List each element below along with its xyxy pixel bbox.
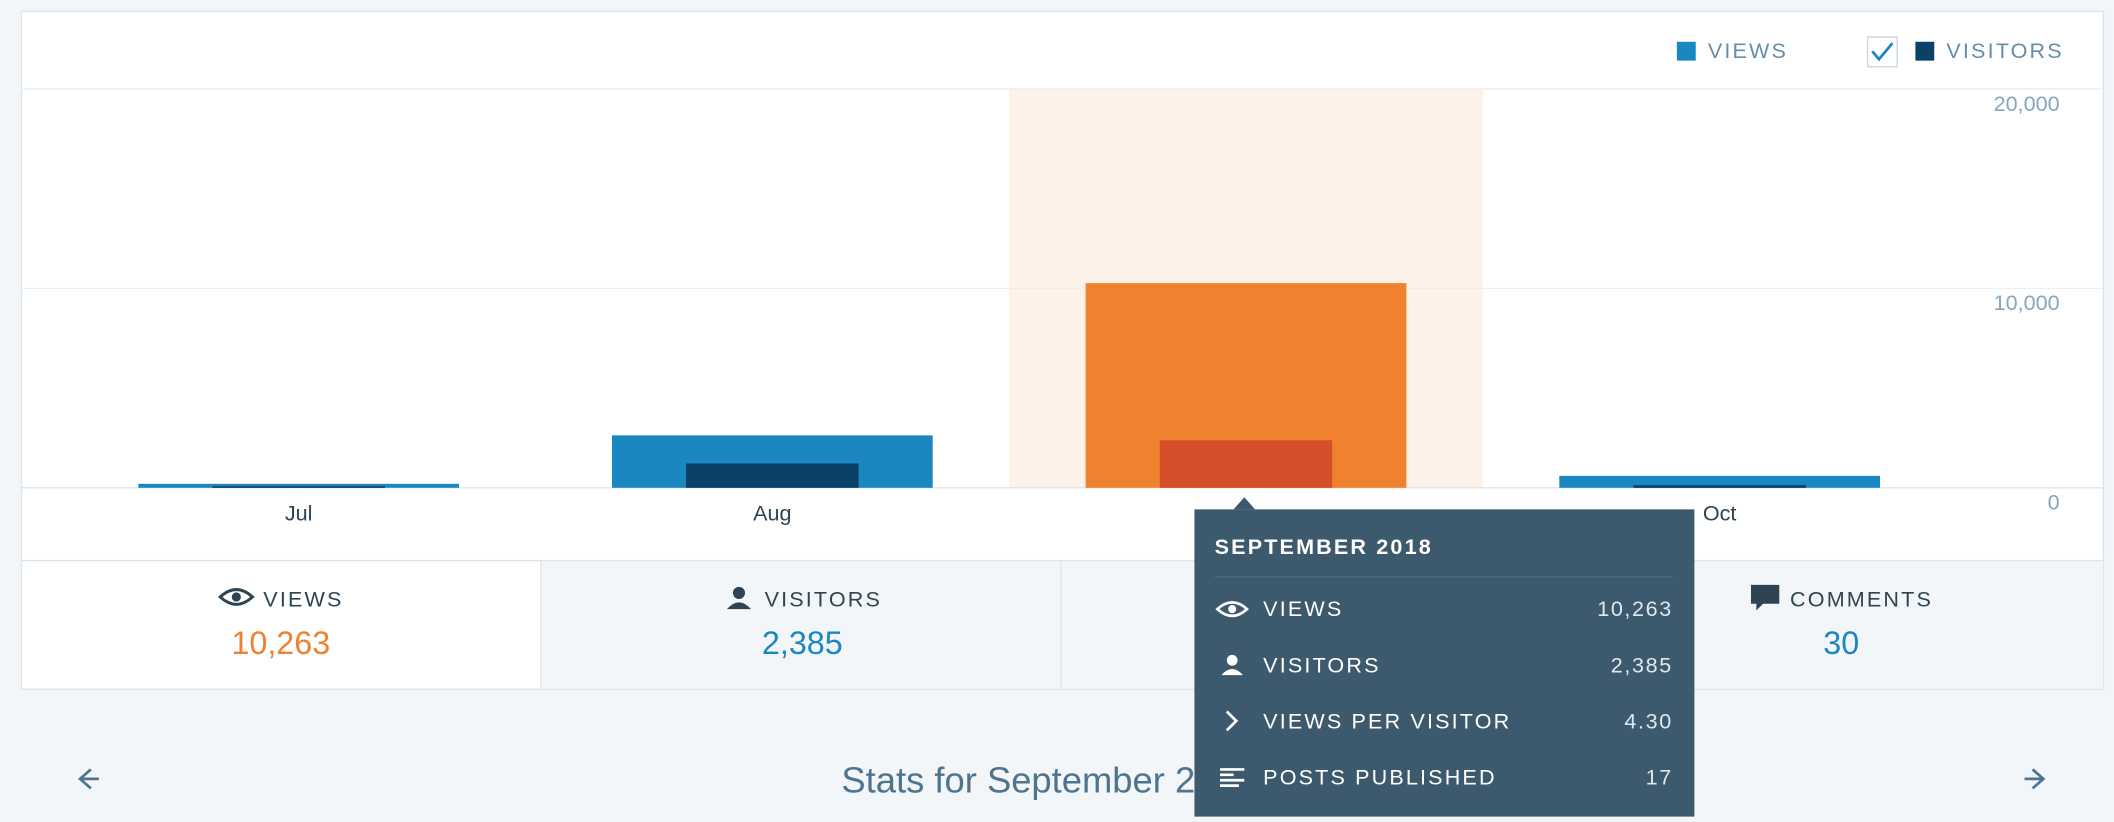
x-tick-label: Jul <box>285 500 313 525</box>
tab-label: VISITORS <box>765 587 882 612</box>
person-icon <box>726 602 752 610</box>
bar <box>212 486 385 488</box>
tooltip-label: VIEWS <box>1263 596 1343 621</box>
eye-icon <box>231 592 241 602</box>
tab-label: COMMENTS <box>1790 587 1933 612</box>
tooltip-label: VIEWS PER VISITOR <box>1263 709 1511 734</box>
y-tick-label: 10,000 <box>1994 290 2060 315</box>
eye-icon <box>217 588 255 606</box>
tab-label: VIEWS <box>263 587 343 612</box>
eye-icon <box>1228 605 1237 614</box>
y-tick-label: 20,000 <box>1994 91 2060 116</box>
bar <box>1633 485 1806 488</box>
legend-label: VISITORS <box>1946 38 2063 63</box>
person-icon <box>732 586 746 599</box>
footer-title: Stats for September 2018 <box>841 760 1256 801</box>
posts-icon <box>1220 768 1245 787</box>
x-tick-label: Aug <box>753 500 791 525</box>
x-tick-label: Oct <box>1703 500 1737 525</box>
chevron-icon <box>1225 710 1239 732</box>
tooltip-rows: VIEWS 10,263 VISITORS 2,385 VIEWS PER VISITO… <box>1263 596 1673 790</box>
eye-icon <box>1215 601 1250 618</box>
tab-value: 10,263 <box>231 625 330 661</box>
tooltip-value: 10,263 <box>1597 596 1673 621</box>
comment-icon <box>1750 584 1780 611</box>
tooltip-title: SEPTEMBER 2018 <box>1215 534 1433 559</box>
tooltip-value: 2,385 <box>1611 652 1673 677</box>
bar <box>1559 475 1881 488</box>
views-tab[interactable]: VIEWS 10,263 <box>217 587 343 661</box>
prev-arrow[interactable] <box>77 768 99 790</box>
legend-label: VIEWS <box>1708 38 1788 63</box>
visitors-tab[interactable]: VISITORS 2,385 <box>726 586 882 661</box>
tooltip-box <box>1194 509 1695 817</box>
person-icon <box>1221 669 1243 676</box>
tooltip-label: VISITORS <box>1263 652 1380 677</box>
tab-value: 2,385 <box>762 625 843 661</box>
next-arrow[interactable] <box>2024 768 2046 790</box>
legend-swatch <box>1676 41 1696 61</box>
legend-swatch <box>1915 41 1935 61</box>
bar <box>686 463 859 488</box>
comments-tab[interactable]: COMMENTS 30 <box>1750 584 1933 661</box>
chart: 0 10,000 20,000 Jul Aug Oct VIEWS VISITORS <box>20 36 2103 525</box>
tooltip-label: POSTS PUBLISHED <box>1263 765 1497 790</box>
tooltip-value: 4.30 <box>1624 709 1672 734</box>
y-tick-label: 0 <box>2048 490 2060 515</box>
tooltip-value: 17 <box>1646 765 1673 790</box>
bar <box>1159 440 1333 488</box>
tab-value: 30 <box>1823 625 1859 661</box>
tooltip-arrow <box>1233 497 1256 510</box>
bar <box>138 483 460 488</box>
check-mark <box>1871 42 1894 62</box>
person-icon <box>1226 654 1238 666</box>
